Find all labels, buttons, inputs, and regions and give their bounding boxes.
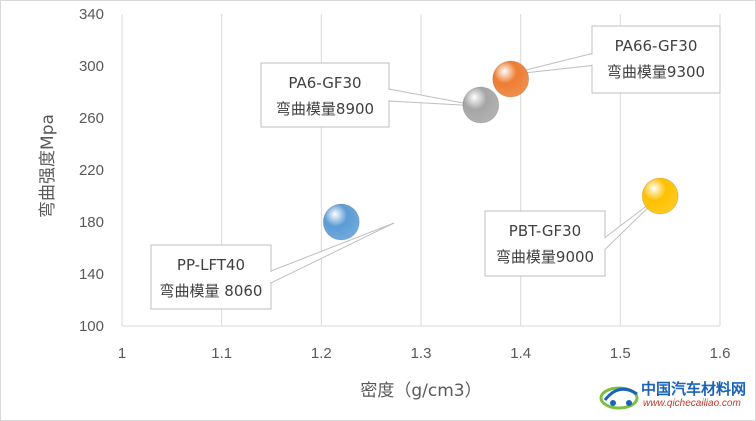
callout-series-label: PA6-GF30	[288, 74, 361, 92]
callout-modulus-label: 弯曲模量 8060	[160, 282, 263, 300]
callout-modulus-label: 弯曲模量9000	[496, 248, 594, 266]
x-tick-label: 1.5	[610, 345, 631, 362]
callout-box: PA66-GF30 弯曲模量9300	[591, 25, 721, 94]
y-tick-label: 220	[79, 162, 104, 179]
callouts: PP-LFT40 弯曲模量 8060 PA6-GF30 弯曲模量8900 PA66-GF…	[150, 25, 721, 310]
data-point	[462, 86, 500, 124]
y-tick-label: 340	[79, 6, 104, 23]
callout-series-label: PBT-GF30	[509, 222, 581, 240]
y-tick-label: 260	[79, 110, 104, 127]
watermark-url: www.qichecailiao.com	[643, 398, 741, 409]
x-tick-label: 1	[118, 345, 126, 362]
data-point	[641, 177, 679, 215]
callout-rect	[591, 25, 721, 94]
callout-box: PBT-GF30 弯曲模量9000	[484, 210, 606, 277]
x-tick-label: 1.2	[311, 345, 332, 362]
callout-rect	[484, 210, 606, 277]
callout-box: PA6-GF30 弯曲模量8900	[260, 62, 390, 128]
callout-leaders	[270, 52, 662, 284]
callout-series-label: PP-LFT40	[177, 256, 245, 274]
y-tick-label: 180	[79, 214, 104, 231]
watermark-name: 中国汽车材料网	[641, 380, 747, 398]
y-tick-label: 140	[79, 266, 104, 283]
callout-box: PP-LFT40 弯曲模量 8060	[150, 244, 272, 310]
y-axis-title: 弯曲强度Mpa	[38, 114, 58, 218]
callout-modulus-label: 弯曲模量8900	[276, 100, 374, 118]
data-points	[322, 60, 679, 241]
x-tick-labels: 1 1.1 1.2 1.3 1.4 1.5 1.6	[118, 345, 731, 362]
y-tick-labels: 100 140 180 220 260 300 340	[79, 6, 104, 335]
car-logo-icon	[599, 386, 639, 410]
x-tick-label: 1.4	[510, 345, 531, 362]
data-point	[322, 203, 360, 241]
callout-rect	[150, 244, 272, 310]
callout-modulus-label: 弯曲模量9300	[607, 63, 705, 81]
x-axis-title: 密度（g/cm3）	[360, 381, 481, 401]
data-point	[492, 60, 530, 98]
x-tick-label: 1.1	[211, 345, 232, 362]
watermark: 中国汽车材料网 www.qichecailiao.com	[599, 376, 749, 416]
x-tick-label: 1.3	[411, 345, 432, 362]
callout-series-label: PA66-GF30	[615, 37, 698, 55]
y-tick-label: 100	[79, 318, 104, 335]
x-tick-label: 1.6	[710, 345, 731, 362]
callout-rect	[260, 62, 390, 128]
y-tick-label: 300	[79, 58, 104, 75]
